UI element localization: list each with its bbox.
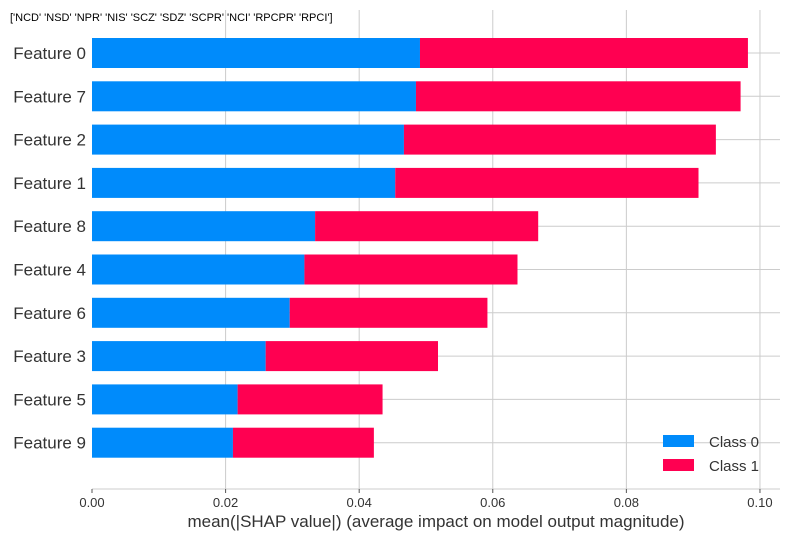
bar-class-1 xyxy=(403,124,716,155)
y-tick-label: Feature 6 xyxy=(13,304,86,323)
y-tick-label: Feature 7 xyxy=(13,87,86,106)
x-tick-label: 0.00 xyxy=(79,495,104,510)
x-axis-label: mean(|SHAP value|) (average impact on mo… xyxy=(187,512,684,531)
bar-class-0 xyxy=(92,297,290,328)
bar-class-0 xyxy=(92,384,238,415)
bar-class-0 xyxy=(92,341,266,372)
y-tick-label: Feature 4 xyxy=(13,261,86,280)
x-tick-label: 0.04 xyxy=(347,495,372,510)
legend-label: Class 1 xyxy=(709,458,759,475)
y-tick-label: Feature 1 xyxy=(13,174,86,193)
bar-class-1 xyxy=(289,297,488,328)
bar-class-1 xyxy=(232,427,374,458)
y-tick-label: Feature 2 xyxy=(13,131,86,150)
y-tick-label: Feature 0 xyxy=(13,44,86,63)
bar-class-1 xyxy=(237,384,383,415)
y-tick-label: Feature 8 xyxy=(13,217,86,236)
x-tick-label: 0.10 xyxy=(747,495,772,510)
bar-class-0 xyxy=(92,124,404,155)
bar-class-1 xyxy=(265,341,439,372)
x-tick-label: 0.06 xyxy=(480,495,505,510)
bar-class-1 xyxy=(315,211,539,242)
bars xyxy=(92,38,748,458)
bar-class-0 xyxy=(92,167,396,198)
bar-class-0 xyxy=(92,81,416,112)
legend-label: Class 0 xyxy=(709,434,759,451)
bar-class-0 xyxy=(92,427,233,458)
bar-class-1 xyxy=(419,38,748,68)
bar-class-1 xyxy=(415,81,741,112)
x-tick-label: 0.08 xyxy=(614,495,639,510)
y-tick-label: Feature 5 xyxy=(13,390,86,409)
bar-class-1 xyxy=(395,167,699,198)
bar-class-0 xyxy=(92,211,316,242)
legend-swatch xyxy=(663,459,694,471)
y-tick-labels: Feature 0 Feature 7 Feature 2 Feature 1 Feat… xyxy=(13,44,86,453)
bar-class-0 xyxy=(92,254,305,285)
y-tick-label: Feature 9 xyxy=(13,434,86,453)
legend: Class 0 Class 1 xyxy=(663,434,759,475)
y-tick-label: Feature 3 xyxy=(13,347,86,366)
x-tick-labels: 0.00 0.02 0.04 0.06 0.08 0.10 xyxy=(79,489,773,510)
bar-class-1 xyxy=(304,254,518,285)
legend-swatch xyxy=(663,435,694,447)
chart-title: ['NCD' 'NSD' 'NPR' 'NIS' 'SCZ' 'SDZ' 'SC… xyxy=(10,12,333,24)
bar-class-0 xyxy=(92,38,420,68)
x-tick-label: 0.02 xyxy=(213,495,238,510)
